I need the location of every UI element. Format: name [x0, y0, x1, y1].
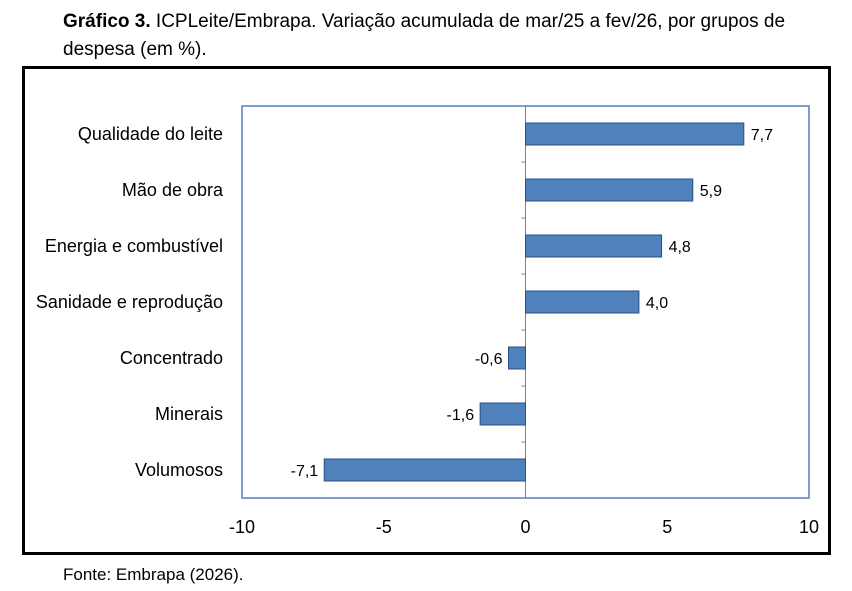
data-label: 4,8	[669, 239, 691, 256]
chart-caption: Gráfico 3. ICPLeite/Embrapa. Variação ac…	[63, 8, 843, 64]
bar	[525, 122, 745, 146]
category-label: Volumosos	[135, 460, 223, 480]
data-label: 5,9	[700, 183, 722, 200]
bar	[525, 290, 640, 314]
data-label: 7,7	[751, 127, 773, 144]
category-label: Qualidade do leite	[78, 124, 223, 144]
category-label: Concentrado	[120, 348, 223, 368]
category-label: Energia e combustível	[45, 236, 223, 256]
data-label: -1,6	[447, 407, 475, 424]
x-tick-label: 5	[662, 517, 672, 537]
category-label: Minerais	[155, 404, 223, 424]
bar	[507, 346, 526, 370]
category-label: Mão de obra	[122, 180, 224, 200]
data-label: 4,0	[646, 295, 668, 312]
bar	[479, 402, 527, 426]
x-tick-label: 0	[520, 517, 530, 537]
data-label: -7,1	[291, 463, 319, 480]
bar	[525, 234, 663, 258]
x-tick-label: -5	[376, 517, 392, 537]
bar	[323, 458, 526, 482]
source-note: Fonte: Embrapa (2026).	[63, 565, 244, 584]
caption-text: ICPLeite/Embrapa. Variação acumulada de …	[63, 11, 786, 60]
x-tick-label: 10	[799, 517, 819, 537]
data-label: -0,6	[475, 351, 503, 368]
caption-lead: Gráfico 3.	[63, 11, 151, 32]
bar	[525, 178, 694, 202]
x-tick-label: -10	[229, 517, 255, 537]
category-label: Sanidade e reprodução	[36, 292, 223, 312]
